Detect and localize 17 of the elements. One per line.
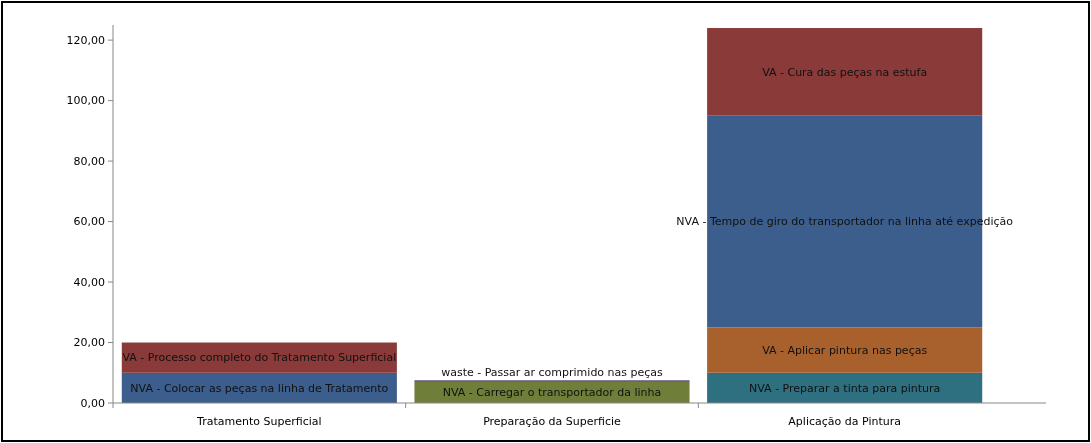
series-label: NVA - Carregar o transportador da linha — [442, 386, 662, 400]
y-tick-label: 40,00 — [73, 275, 105, 289]
y-tick-label: 80,00 — [73, 154, 105, 168]
series-label: NVA - Colocar as peças na linha de Tratamento — [130, 381, 389, 395]
y-tick-label: 0,00 — [80, 396, 105, 410]
series-label: waste - Passar ar comprimido nas peças — [441, 366, 664, 380]
series-label: VA - Aplicar pintura nas peças — [762, 343, 928, 357]
x-tick-label: Tratamento Superficial — [196, 415, 322, 428]
x-tick-label: Preparação da Superficie — [483, 415, 622, 428]
series-label: VA - Processo completo do Tratamento Superficial — [122, 351, 397, 365]
y-tick-label: 60,00 — [73, 215, 105, 229]
y-tick-label: 20,00 — [73, 336, 105, 350]
y-tick-label: 100,00 — [66, 94, 105, 108]
x-tick-label: Aplicação da Pintura — [788, 415, 901, 428]
series-label: NVA - Preparar a tinta para pintura — [749, 381, 941, 395]
y-tick-label: 120,00 — [66, 33, 105, 47]
series-label: VA - Cura das peças na estufa — [762, 65, 928, 79]
